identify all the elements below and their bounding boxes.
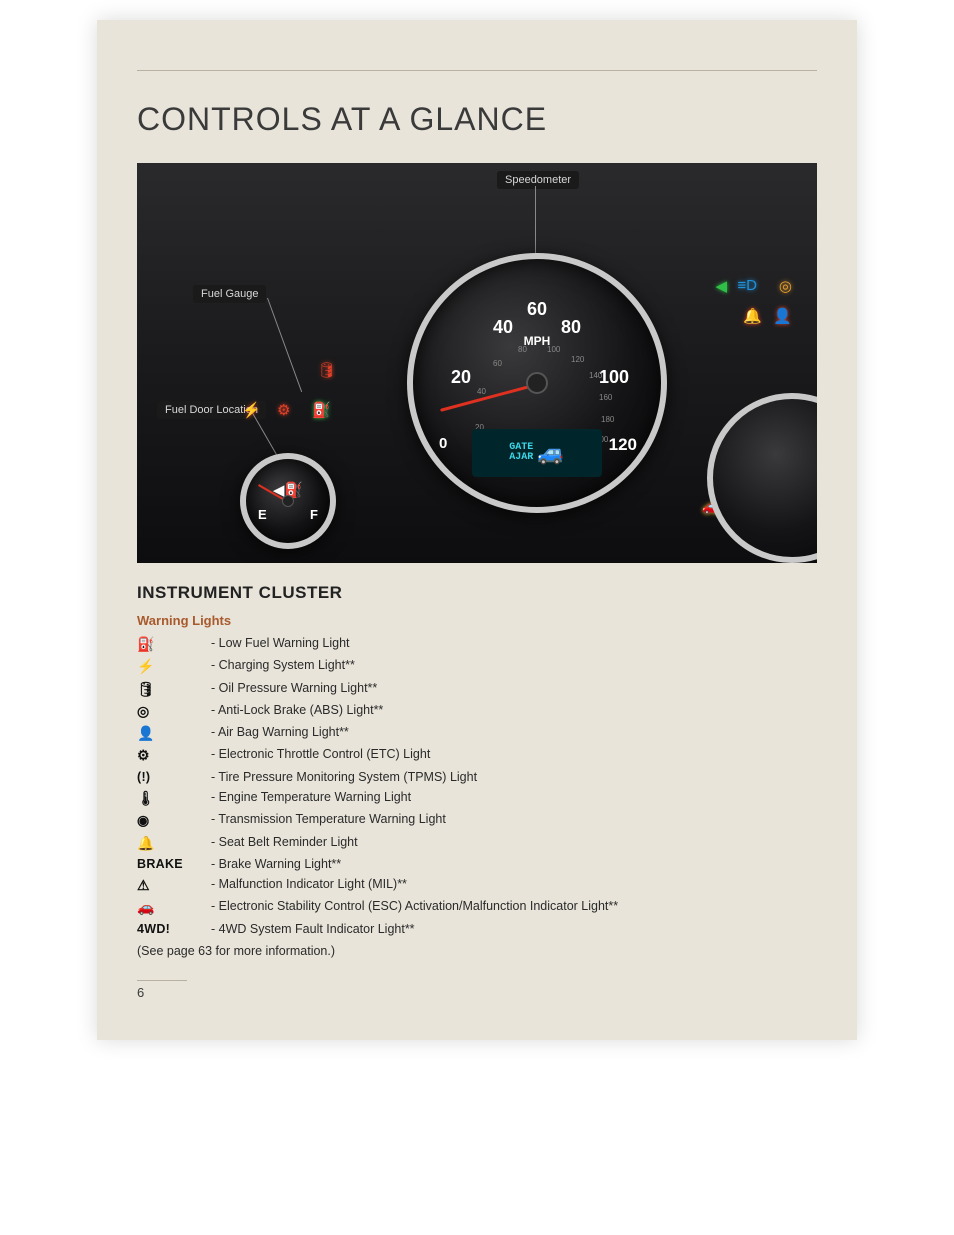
warning-light-row: ◉- Transmission Temperature Warning Ligh… bbox=[137, 810, 817, 830]
etc-icon: ⚙ bbox=[277, 401, 290, 419]
warning-light-row: 🚗- Electronic Stability Control (ESC) Ac… bbox=[137, 897, 817, 917]
warning-light-icon: 🌡 bbox=[137, 788, 211, 808]
warning-light-row: BRAKE- Brake Warning Light** bbox=[137, 855, 817, 873]
leader-line bbox=[267, 298, 302, 392]
warning-light-icon: (!) bbox=[137, 768, 211, 786]
warning-light-icon: ⚠ bbox=[137, 875, 211, 895]
seatbelt-icon: 🔔 bbox=[743, 307, 762, 325]
warning-light-desc: - Electronic Stability Control (ESC) Act… bbox=[211, 897, 817, 915]
top-rule bbox=[137, 70, 817, 71]
callout-fuel-gauge: Fuel Gauge bbox=[193, 285, 266, 303]
warning-light-row: 4WD!- 4WD System Fault Indicator Light** bbox=[137, 920, 817, 938]
warning-light-desc: - Malfunction Indicator Light (MIL)** bbox=[211, 875, 817, 893]
speedo-unit: MPH bbox=[524, 334, 551, 348]
warning-light-desc: - Electronic Throttle Control (ETC) Ligh… bbox=[211, 745, 817, 763]
warning-light-desc: - Engine Temperature Warning Light bbox=[211, 788, 817, 806]
callout-speedometer: Speedometer bbox=[497, 171, 579, 189]
warning-light-row: ⚙- Electronic Throttle Control (ETC) Lig… bbox=[137, 745, 817, 765]
warning-light-icon: BRAKE bbox=[137, 855, 211, 873]
battery-icon: ⚡ bbox=[242, 401, 261, 419]
right-gauge-partial bbox=[707, 393, 817, 563]
km-tick: 60 bbox=[493, 359, 502, 368]
warning-lights-heading: Warning Lights bbox=[137, 613, 817, 628]
warning-light-desc: - Anti-Lock Brake (ABS) Light** bbox=[211, 701, 817, 719]
warning-light-row: (!)- Tire Pressure Monitoring System (TP… bbox=[137, 768, 817, 786]
km-tick: 140 bbox=[589, 371, 602, 380]
warning-light-desc: - Tire Pressure Monitoring System (TPMS)… bbox=[211, 768, 817, 786]
airbag-icon: 👤 bbox=[773, 307, 792, 325]
km-tick: 40 bbox=[477, 387, 486, 396]
high-beam-icon: ≡D bbox=[737, 277, 757, 294]
warning-light-icon: ⚡ bbox=[137, 656, 211, 676]
warning-lights-table: ⛽- Low Fuel Warning Light⚡- Charging Sys… bbox=[137, 634, 817, 938]
fuel-pump-icon: ⛽ bbox=[312, 401, 331, 419]
speedometer-gauge: 0 20 40 60 80 100 120 20 40 60 80 100 12… bbox=[407, 253, 667, 513]
lcd-text-line: AJAR bbox=[509, 453, 533, 463]
speedo-tick: 100 bbox=[599, 367, 629, 388]
instrument-cluster-figure: Speedometer Fuel Gauge Fuel Door Locatio… bbox=[137, 163, 817, 563]
warning-light-icon: 4WD! bbox=[137, 920, 211, 938]
warning-light-row: 🌡- Engine Temperature Warning Light bbox=[137, 788, 817, 808]
lcd-vehicle-icon: 🚙 bbox=[537, 440, 564, 466]
warning-light-icon: ◎ bbox=[137, 701, 211, 721]
speedo-tick: 0 bbox=[439, 435, 447, 452]
oil-icon: 🛢 bbox=[317, 361, 336, 379]
warning-light-row: 🛢- Oil Pressure Warning Light** bbox=[137, 679, 817, 699]
speedo-hub bbox=[526, 372, 548, 394]
fuel-full-label: F bbox=[310, 507, 318, 522]
warning-light-desc: - Oil Pressure Warning Light** bbox=[211, 679, 817, 697]
warning-light-icon: 🚗 bbox=[137, 897, 211, 917]
section-heading: INSTRUMENT CLUSTER bbox=[137, 583, 817, 603]
warning-light-row: ⚠- Malfunction Indicator Light (MIL)** bbox=[137, 875, 817, 895]
warning-light-row: 🔔- Seat Belt Reminder Light bbox=[137, 833, 817, 853]
warning-light-desc: - Charging System Light** bbox=[211, 656, 817, 674]
warning-light-desc: - Seat Belt Reminder Light bbox=[211, 833, 817, 851]
warning-light-icon: 🔔 bbox=[137, 833, 211, 853]
footnote: (See page 63 for more information.) bbox=[137, 944, 817, 958]
speedo-tick: 60 bbox=[527, 299, 547, 320]
warning-light-desc: - Low Fuel Warning Light bbox=[211, 634, 817, 652]
warning-light-row: ⚡- Charging System Light** bbox=[137, 656, 817, 676]
abs-icon: ◎ bbox=[779, 277, 792, 295]
speedo-tick: 20 bbox=[451, 367, 471, 388]
fuel-gauge: E F ◀⛽ bbox=[240, 453, 336, 549]
warning-light-desc: - Air Bag Warning Light** bbox=[211, 723, 817, 741]
speedo-tick: 40 bbox=[493, 317, 513, 338]
km-tick: 160 bbox=[599, 393, 612, 402]
turn-signal-icon: ◀ bbox=[715, 277, 727, 295]
manual-page: CONTROLS AT A GLANCE Speedometer Fuel Ga… bbox=[97, 20, 857, 1040]
warning-light-icon: 👤 bbox=[137, 723, 211, 743]
page-number: 6 bbox=[137, 980, 817, 1000]
warning-light-row: ⛽- Low Fuel Warning Light bbox=[137, 634, 817, 654]
fuel-hub bbox=[282, 495, 294, 507]
warning-light-desc: - 4WD System Fault Indicator Light** bbox=[211, 920, 817, 938]
leader-line bbox=[535, 186, 536, 258]
fuel-empty-label: E bbox=[258, 507, 267, 522]
km-tick: 120 bbox=[571, 355, 584, 364]
warning-light-row: 👤- Air Bag Warning Light** bbox=[137, 723, 817, 743]
speedo-tick: 120 bbox=[609, 435, 637, 455]
warning-light-icon: ⛽ bbox=[137, 634, 211, 654]
warning-light-icon: ◉ bbox=[137, 810, 211, 830]
warning-light-icon: 🛢 bbox=[137, 679, 211, 699]
speedo-lcd: GATE AJAR 🚙 bbox=[472, 429, 602, 477]
speedo-tick: 80 bbox=[561, 317, 581, 338]
warning-light-desc: - Brake Warning Light** bbox=[211, 855, 817, 873]
warning-light-desc: - Transmission Temperature Warning Light bbox=[211, 810, 817, 828]
page-title: CONTROLS AT A GLANCE bbox=[137, 101, 817, 138]
warning-light-icon: ⚙ bbox=[137, 745, 211, 765]
km-tick: 180 bbox=[601, 415, 614, 424]
warning-light-row: ◎- Anti-Lock Brake (ABS) Light** bbox=[137, 701, 817, 721]
